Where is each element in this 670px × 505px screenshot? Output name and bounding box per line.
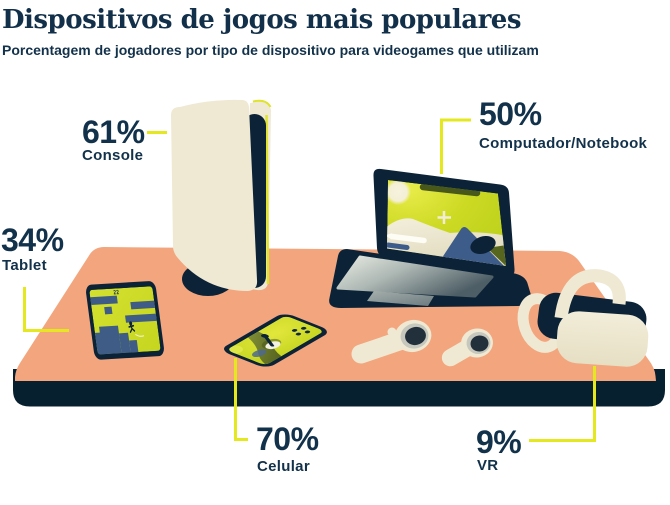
vr-front-plate	[556, 311, 649, 367]
connector-line-vr	[529, 366, 596, 442]
game-character	[470, 235, 496, 255]
tablet-screen	[89, 286, 161, 355]
vr-headset-illustration	[517, 269, 649, 367]
platformer-character	[128, 321, 136, 333]
console-value: 61%	[82, 114, 145, 150]
vr-label: VR	[477, 457, 499, 474]
platformer-swoosh	[135, 333, 145, 337]
golf-club	[263, 335, 275, 347]
connector-line-computer	[440, 118, 471, 174]
tablet-score: 22	[113, 289, 120, 296]
phone-buttons	[291, 326, 311, 336]
vr-value: 9%	[476, 424, 522, 460]
console-label: Console	[82, 147, 144, 164]
page-title: Dispositivos de jogos mais populares	[2, 5, 522, 35]
phone-illustration	[224, 314, 327, 367]
game-progress-tip	[387, 233, 392, 240]
golf-pond	[252, 349, 267, 357]
console-center-accent	[265, 114, 270, 285]
connector-line-tablet	[23, 287, 69, 332]
computer-label: Computador/Notebook	[479, 135, 648, 152]
page-subtitle: Porcentagem de jogadores por tipo de dis…	[2, 42, 539, 58]
vr-controller-right	[441, 328, 493, 367]
tablet-label: Tablet	[2, 257, 47, 274]
game-top-bar	[419, 183, 481, 197]
connector-line-celular	[234, 358, 248, 441]
celular-value: 70%	[256, 421, 319, 457]
game-sun	[387, 180, 411, 205]
phone-screen	[226, 315, 325, 366]
laptop-illustration	[329, 168, 532, 308]
platformer-blocks	[90, 295, 157, 355]
vr-controllers-illustration	[351, 319, 493, 367]
laptop-keyboard	[336, 255, 494, 298]
golf-club-knob	[261, 334, 269, 338]
tablet-value: 34%	[1, 222, 64, 258]
tablet-illustration: 22	[86, 281, 164, 360]
connector-lines	[23, 118, 596, 442]
game-olive-corner	[487, 245, 506, 266]
celular-label: Celular	[257, 458, 310, 475]
vr-top-strap	[554, 269, 626, 320]
game-progress-bar	[389, 233, 427, 244]
game-blue-bar	[387, 242, 410, 250]
game-plus-sparkle	[437, 211, 451, 224]
console-fin-accent	[252, 99, 272, 108]
computer-value: 50%	[479, 96, 542, 132]
vr-controller-left	[351, 319, 432, 364]
console-illustration	[171, 99, 272, 296]
laptop-trackpad	[367, 291, 434, 306]
console-left-fin	[171, 99, 258, 291]
